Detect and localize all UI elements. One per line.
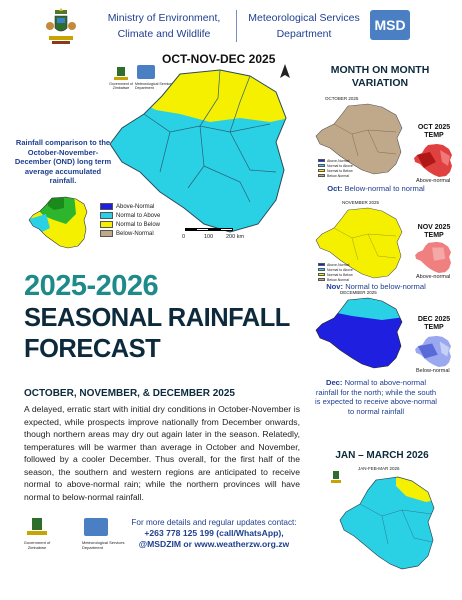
oct-temp-map (414, 144, 452, 177)
legend-swatch-normal-below (100, 221, 113, 228)
sidebar-title-line-2: VARIATION (351, 77, 409, 89)
contact-web[interactable]: @MSDZIM or www.weatherzw.org.zw (138, 539, 290, 549)
oct-caption-bold: Oct: (327, 184, 343, 193)
legend-label: Above-Normal (327, 262, 350, 267)
sidebar-title: MONTH ON MONTH VARIATION (312, 64, 448, 90)
north-arrow-icon (280, 64, 290, 78)
legend-label: Below-Normal (116, 230, 154, 237)
footer-msd-caption: Meteorological Services Department (82, 540, 125, 550)
met-department-name: Meteorological Services Department (246, 10, 362, 42)
body-paragraph: A delayed, erratic start with initial dr… (24, 404, 300, 502)
dec-temp-title-line-2: TEMP (424, 324, 444, 331)
oct-caption: Oct: Below-normal to normal (314, 184, 438, 194)
scale-label-0: 0 (182, 234, 186, 240)
nov-temp-title: NOV 2025 TEMP (410, 224, 458, 240)
jfm-rain-map (339, 476, 435, 570)
dec-temp-map (415, 335, 451, 368)
nov-mini-legend: Above-Normal Normal to Above Normal to B… (318, 262, 358, 282)
contact-block: For more details and regular updates con… (126, 517, 302, 550)
comparison-text: Rainfall comparison to the October-Novem… (14, 138, 112, 186)
legend-label: Below-Normal (327, 277, 349, 282)
nov-temp-map (415, 241, 451, 274)
legend-swatch-below (100, 230, 113, 237)
forecast-legend: Above-Normal Normal to Above Normal to B… (100, 202, 170, 238)
legend-label: Normal to Above (327, 163, 353, 168)
met-line-2: Department (276, 28, 332, 40)
dec-caption-bold: Dec: (325, 378, 343, 387)
nov-caption-bold: Nov: (326, 282, 344, 291)
oct-temp-title: OCT 2025 TEMP (410, 124, 458, 140)
oct-temp-label: Above-normal (416, 178, 451, 184)
legend-swatch-normal-above (100, 212, 113, 219)
main-forecast-map (109, 64, 290, 233)
nov-rain-map (315, 207, 403, 279)
nov-caption: Nov: Normal to below-normal (314, 282, 438, 292)
main-map-gov-caption: Government of Zimbabwe (109, 82, 133, 90)
legend-item: Below-Normal (100, 229, 170, 238)
footer-gov-logo (24, 516, 50, 538)
legend-item: Normal to Above (100, 211, 170, 220)
coat-of-arms-icon (46, 8, 76, 44)
legend-item: Above-Normal (100, 202, 170, 211)
ministry-line-2: Climate and Wildlife (117, 28, 211, 40)
comparison-map (28, 196, 88, 249)
msd-logo: MSD (370, 10, 410, 40)
title-line-3: FORECAST (24, 335, 161, 363)
scale-label-100: 100 (204, 234, 214, 240)
dec-temp-title-line-1: DEC 2025 (417, 316, 451, 323)
title-year: 2025-2026 (24, 270, 159, 302)
ministry-line-1: Ministry of Environment, (107, 12, 221, 24)
legend-swatch-above (100, 203, 113, 210)
dec-rain-map (315, 297, 403, 369)
legend-label: Above-Normal (327, 158, 350, 163)
legend-label: Normal to Below (327, 272, 353, 277)
nov-temp-label: Above-normal (416, 274, 451, 280)
nov-map-title: NOVEMBER 2025 (342, 200, 380, 205)
oct-caption-text: Below-normal to normal (344, 184, 425, 193)
legend-label: Normal to Below (116, 221, 161, 228)
legend-label: Below-Normal (327, 173, 349, 178)
met-line-1: Meteorological Services (248, 12, 360, 24)
oct-temp-title-line-1: OCT 2025 (417, 124, 451, 131)
main-map-title: OCT-NOV-DEC 2025 (162, 52, 276, 66)
footer-msd-logo (84, 518, 108, 536)
oct-rain-map (315, 103, 403, 175)
footer-gov-caption: Government of Zimbabwe (23, 540, 51, 550)
contact-phone[interactable]: +263 778 125 199 (call/WhatsApp), (144, 528, 284, 538)
scale-bar (185, 228, 233, 231)
nov-temp-title-line-1: NOV 2025 (417, 224, 451, 231)
main-map-msd-caption: Meteorological Services Department (135, 82, 174, 90)
body-heading: OCTOBER, NOVEMBER, & DECEMBER 2025 (24, 388, 235, 399)
jfm-map-title: JAN-FEB-MAR 2026 (358, 466, 400, 471)
dec-caption: Dec: Normal to above-normal rainfall for… (314, 378, 438, 416)
dec-map-title: DECEMBER 2025 (340, 290, 377, 295)
ministry-name: Ministry of Environment, Climate and Wil… (100, 10, 228, 42)
nov-temp-title-line-2: TEMP (424, 232, 444, 239)
legend-label: Above-Normal (116, 203, 155, 210)
main-map-msd-logo (137, 65, 155, 79)
title-line-2: SEASONAL RAINFALL (24, 304, 290, 332)
dec-caption-text: Normal to above-normal rainfall for the … (315, 378, 437, 416)
oct-temp-title-line-2: TEMP (424, 132, 444, 139)
nov-caption-text: Normal to below-normal (345, 282, 426, 291)
msd-logo-text: MSD (374, 17, 406, 33)
sidebar-title-line-1: MONTH ON MONTH (330, 64, 430, 76)
main-map-gov-logo (112, 65, 130, 81)
legend-item: Normal to Below (100, 220, 170, 229)
legend-label: Normal to Above (327, 267, 353, 272)
legend-label: Normal to Above (116, 212, 161, 219)
scale-label-200: 200 km (226, 234, 245, 240)
dec-temp-label: Below-normal (416, 368, 450, 374)
zimbabwe-coat-of-arms (46, 8, 76, 46)
header-divider (236, 10, 237, 42)
legend-label: Normal to Below (327, 168, 353, 173)
oct-mini-legend: Above-Normal Normal to Above Normal to B… (318, 158, 358, 178)
jfm-title: JAN – MARCH 2026 (335, 450, 429, 461)
contact-line-1: For more details and regular updates con… (131, 518, 297, 527)
oct-map-title: OCTOBER 2025 (325, 96, 359, 101)
dec-temp-title: DEC 2025 TEMP (410, 316, 458, 332)
jfm-gov-logo (330, 470, 342, 484)
